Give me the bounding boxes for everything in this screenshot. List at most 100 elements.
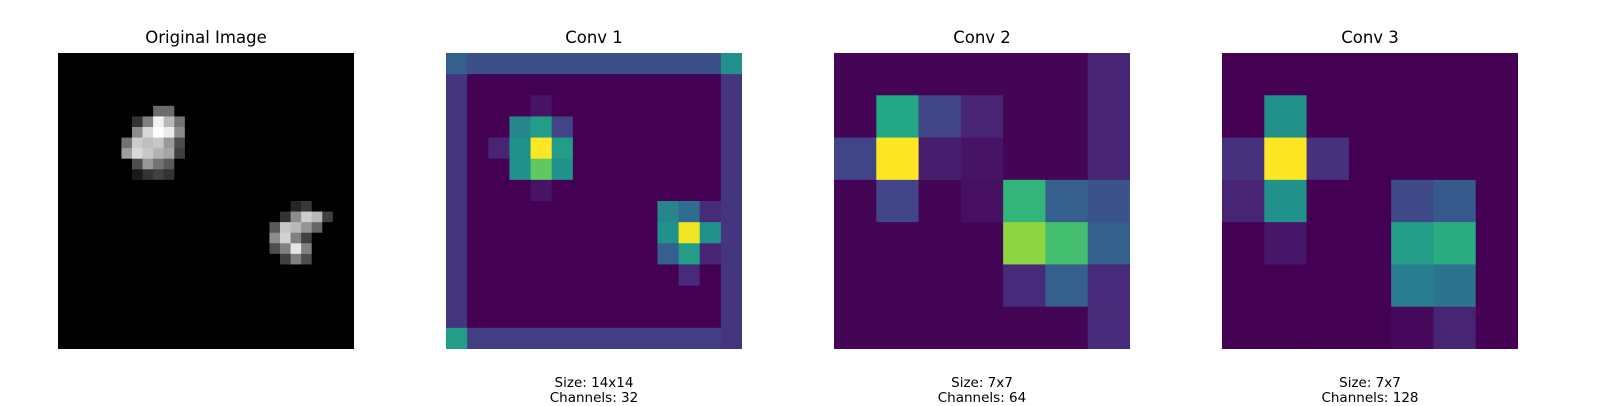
- heatmap-cell: [237, 158, 249, 170]
- heatmap-cell: [89, 63, 101, 75]
- heatmap-cell: [322, 63, 334, 75]
- channels-label: Channels: 32: [549, 390, 639, 406]
- heatmap-cell: [142, 179, 154, 191]
- heatmap-cell: [89, 116, 101, 128]
- heatmap-cell: [100, 190, 112, 202]
- heatmap-cell: [110, 179, 122, 191]
- heatmap-cell: [322, 116, 334, 128]
- heatmap-cell: [216, 243, 228, 255]
- heatmap-cell: [142, 137, 154, 149]
- heatmap-cell: [311, 317, 323, 329]
- heatmap-cell: [216, 232, 228, 244]
- heatmap-cell: [100, 53, 112, 64]
- heatmap-cell: [290, 243, 302, 255]
- heatmap-cell: [237, 179, 249, 191]
- heatmap-cell: [301, 63, 313, 75]
- heatmap-cell: [206, 137, 217, 149]
- heatmap-cell: [509, 116, 531, 138]
- heatmap-cell: [322, 253, 334, 265]
- heatmap-cell: [467, 53, 489, 75]
- heatmap-cell: [237, 169, 249, 181]
- heatmap-cell: [184, 148, 196, 160]
- heatmap-cell: [530, 306, 553, 329]
- heatmap-cell: [58, 338, 69, 349]
- heatmap-cell: [248, 179, 260, 191]
- heatmap-cell: [237, 264, 249, 276]
- heatmap-cell: [467, 264, 489, 286]
- heatmap-cell: [227, 222, 239, 234]
- heatmap-cell: [530, 95, 553, 117]
- heatmap-cell: [269, 148, 281, 160]
- panel-conv-3: Conv 3 Size: 7x7 Channels: 128: [1222, 0, 1518, 406]
- heatmap-cell: [163, 275, 175, 286]
- heatmap-cell: [343, 327, 354, 339]
- heatmap-cell: [1475, 306, 1518, 349]
- heatmap-cell: [163, 84, 175, 96]
- heatmap-cell: [153, 243, 165, 255]
- heatmap-cell: [1348, 179, 1392, 223]
- heatmap-cell: [343, 190, 354, 202]
- heatmap-cell: [301, 264, 313, 276]
- heatmap-cell: [720, 158, 742, 181]
- heatmap-cell: [142, 148, 154, 160]
- heatmap-cell: [594, 306, 616, 329]
- heatmap-cell: [699, 285, 722, 308]
- heatmap-cell: [960, 53, 1004, 96]
- heatmap-cell: [89, 137, 101, 149]
- heatmap-cell: [206, 63, 217, 75]
- heatmap-cell: [322, 53, 334, 64]
- heatmap-cell: [110, 232, 122, 244]
- heatmap-cell: [615, 264, 637, 286]
- heatmap-cell: [343, 63, 354, 75]
- heatmap-cell: [636, 137, 658, 160]
- heatmap-cell: [834, 222, 877, 265]
- heatmap-cell: [195, 243, 207, 255]
- heatmap-cell: [248, 338, 260, 349]
- heatmap-cell: [311, 306, 323, 318]
- heatmap-cell: [206, 338, 217, 349]
- heatmap-cell: [132, 296, 143, 308]
- heatmap-cell: [322, 222, 334, 234]
- heatmap-cell: [678, 306, 701, 329]
- heatmap-cell: [269, 63, 281, 75]
- heatmap-cell: [216, 327, 228, 339]
- heatmap-cell: [79, 338, 91, 349]
- heatmap-cell: [216, 127, 228, 138]
- heatmap-cell: [68, 63, 80, 75]
- heatmap-cell: [332, 243, 344, 255]
- heatmap-cell: [290, 105, 302, 117]
- heatmap-cell: [657, 243, 679, 265]
- heatmap-cell: [79, 253, 91, 265]
- heatmap-cell: [301, 74, 313, 86]
- heatmap-cell: [594, 53, 616, 75]
- heatmap-cell: [1003, 95, 1046, 138]
- heatmap-cell: [163, 285, 175, 297]
- heatmap-cell: [280, 116, 291, 128]
- heatmap-cell: [258, 306, 270, 318]
- heatmap-cell: [280, 148, 291, 160]
- heatmap-cell: [68, 158, 80, 170]
- heatmap-cell: [184, 243, 196, 255]
- heatmap-cell: [311, 201, 323, 212]
- heatmap-cell: [678, 137, 701, 160]
- heatmap-cell: [1264, 306, 1307, 349]
- heatmap-cell: [58, 327, 69, 339]
- heatmap-cell: [206, 148, 217, 160]
- heatmap-cell: [572, 222, 595, 244]
- heatmap-cell: [79, 179, 91, 191]
- heatmap-cell: [636, 116, 658, 138]
- heatmap-cell: [195, 222, 207, 234]
- heatmap-cell: [79, 84, 91, 96]
- heatmap-cell: [332, 211, 344, 223]
- heatmap-cell: [195, 158, 207, 170]
- heatmap-cell: [184, 158, 196, 170]
- heatmap-cell: [615, 306, 637, 329]
- heatmap-cell: [551, 243, 574, 265]
- heatmap-cell: [258, 74, 270, 86]
- heatmap-cell: [258, 222, 270, 234]
- heatmap-cell: [195, 211, 207, 223]
- heatmap-cell: [488, 179, 510, 202]
- heatmap-cell: [322, 190, 334, 202]
- heatmap-cell: [206, 201, 217, 212]
- heatmap-cell: [834, 137, 877, 181]
